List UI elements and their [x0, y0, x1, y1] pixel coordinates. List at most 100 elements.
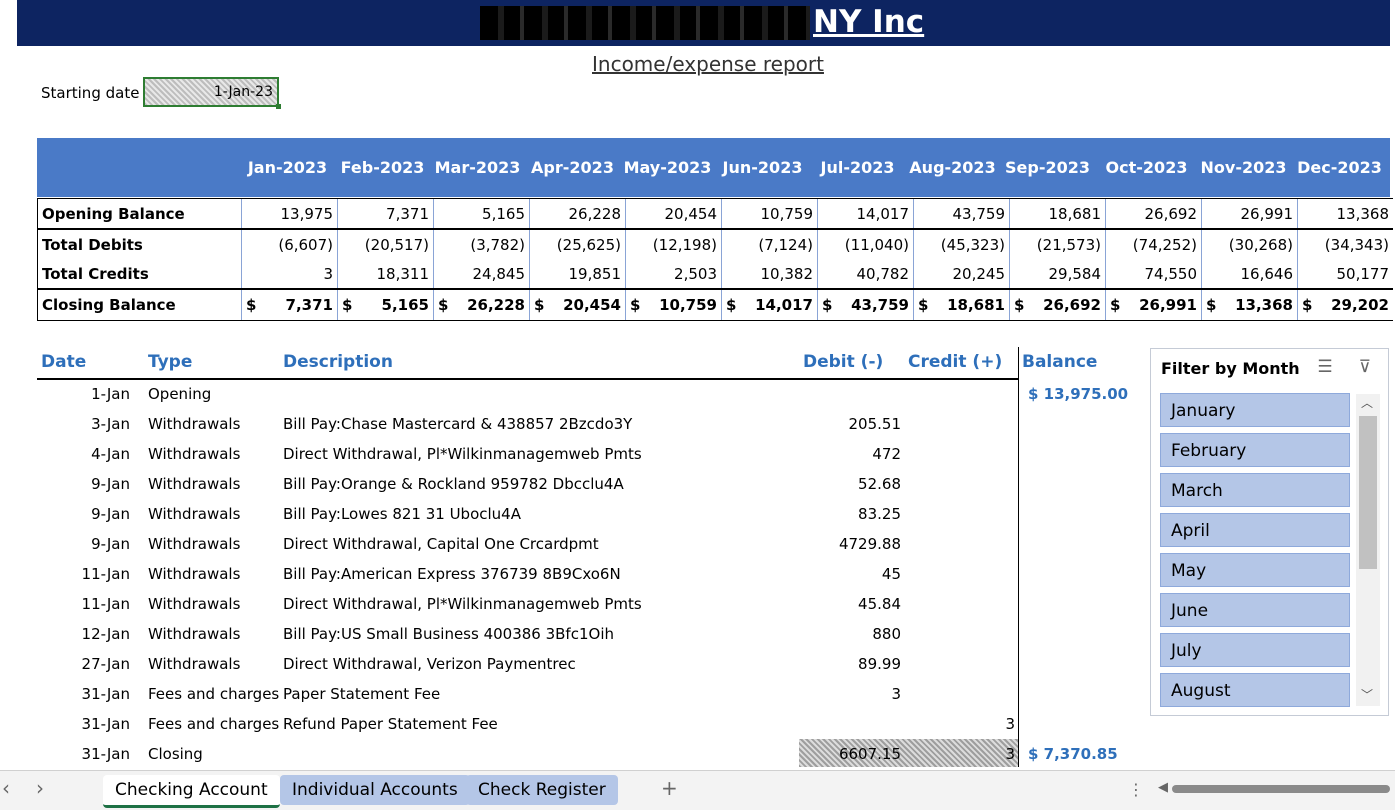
summary-cell[interactable]: 10,382 [721, 259, 818, 289]
summary-cell[interactable]: (3,782) [433, 229, 530, 259]
summary-cell[interactable]: (25,625) [529, 229, 626, 259]
debit-cell[interactable]: 4729.88 [838, 535, 901, 553]
summary-cell[interactable]: (45,323) [913, 229, 1010, 259]
debit-cell[interactable]: 205.51 [848, 415, 902, 433]
balance-cell[interactable]: $ 13,975.00 [1028, 385, 1129, 403]
summary-cell[interactable]: 50,177 [1297, 259, 1393, 289]
add-sheet-button[interactable]: + [661, 776, 678, 800]
selected-cell-range[interactable] [799, 739, 1018, 767]
summary-cell[interactable]: 26,692 [1105, 198, 1202, 230]
date-cell[interactable]: 31-Jan [81, 715, 130, 733]
summary-cell[interactable]: 18,681 [1009, 198, 1106, 230]
summary-cell[interactable]: 5,165 [433, 198, 530, 230]
description-cell[interactable]: Bill Pay:Lowes 821 31 Uboclu4A [283, 505, 521, 523]
debit-cell[interactable]: 880 [872, 625, 901, 643]
slicer-item-august[interactable]: August [1160, 673, 1350, 707]
summary-cell[interactable]: 13,975 [241, 198, 338, 230]
date-cell[interactable]: 31-Jan [81, 685, 130, 703]
summary-cell[interactable]: 7,371 [337, 198, 434, 230]
debit-cell[interactable]: 472 [872, 445, 901, 463]
description-cell[interactable]: Bill Pay:US Small Business 400386 3Bfc1O… [283, 625, 614, 643]
hscroll-left-icon[interactable]: ◀ [1158, 780, 1168, 795]
type-cell[interactable]: Opening [148, 385, 212, 403]
debit-cell[interactable]: 45 [881, 565, 901, 583]
tab-individual-accounts[interactable]: Individual Accounts [280, 775, 470, 805]
debit-cell[interactable]: 3 [891, 685, 901, 703]
credit-cell[interactable]: 3 [1005, 745, 1015, 763]
description-cell[interactable]: Direct Withdrawal, Verizon Paymentrec [283, 655, 576, 673]
type-cell[interactable]: Withdrawals [148, 505, 241, 523]
scroll-tabs-right-icon[interactable]: › [36, 776, 44, 800]
summary-cell[interactable]: 26,228 [529, 198, 626, 230]
type-cell[interactable]: Fees and charges [148, 715, 280, 733]
multi-select-icon[interactable]: ☰ [1317, 357, 1333, 377]
balance-cell[interactable]: $ 7,370.85 [1028, 745, 1118, 763]
slicer-item-may[interactable]: May [1160, 553, 1350, 587]
summary-cell[interactable]: $29,202 [1297, 288, 1393, 321]
starting-date-cell[interactable]: 1-Jan-23 [143, 77, 281, 109]
debit-cell[interactable]: 52.68 [858, 475, 901, 493]
type-cell[interactable]: Withdrawals [148, 535, 241, 553]
summary-cell[interactable]: 13,368 [1297, 198, 1393, 230]
type-cell[interactable]: Withdrawals [148, 445, 241, 463]
summary-cell[interactable]: $26,228 [433, 288, 530, 321]
date-cell[interactable]: 9-Jan [91, 535, 130, 553]
date-cell[interactable]: 12-Jan [81, 625, 130, 643]
debit-cell[interactable]: 89.99 [858, 655, 901, 673]
description-cell[interactable]: Refund Paper Statement Fee [283, 715, 498, 733]
debit-cell[interactable]: 45.84 [858, 595, 901, 613]
summary-cell[interactable]: 40,782 [817, 259, 914, 289]
scroll-tabs-left-icon[interactable]: ‹ [2, 776, 10, 800]
type-cell[interactable]: Withdrawals [148, 565, 241, 583]
type-cell[interactable]: Withdrawals [148, 625, 241, 643]
slicer-item-june[interactable]: June [1160, 593, 1350, 627]
date-cell[interactable]: 9-Jan [91, 475, 130, 493]
type-cell[interactable]: Withdrawals [148, 415, 241, 433]
summary-cell[interactable]: 2,503 [625, 259, 722, 289]
summary-cell[interactable]: $14,017 [721, 288, 818, 321]
summary-cell[interactable]: $10,759 [625, 288, 722, 321]
summary-cell[interactable]: $26,692 [1009, 288, 1106, 321]
type-cell[interactable]: Closing [148, 745, 203, 763]
slicer-item-april[interactable]: April [1160, 513, 1350, 547]
summary-cell[interactable]: (7,124) [721, 229, 818, 259]
summary-cell[interactable]: (74,252) [1105, 229, 1202, 259]
date-cell[interactable]: 27-Jan [81, 655, 130, 673]
scroll-down-icon[interactable]: ﹀ [1361, 688, 1374, 702]
slicer-item-february[interactable]: February [1160, 433, 1350, 467]
summary-cell[interactable]: 14,017 [817, 198, 914, 230]
horizontal-scrollbar-thumb[interactable] [1172, 785, 1390, 793]
description-cell[interactable]: Direct Withdrawal, Capital One Crcardpmt [283, 535, 599, 553]
type-cell[interactable]: Withdrawals [148, 475, 241, 493]
description-cell[interactable]: Direct Withdrawal, Pl*Wilkinmanagemweb P… [283, 445, 642, 463]
description-cell[interactable]: Bill Pay:Chase Mastercard & 438857 2Bzcd… [283, 415, 633, 433]
date-cell[interactable]: 1-Jan [91, 385, 130, 403]
summary-cell[interactable]: 29,584 [1009, 259, 1106, 289]
slicer-item-march[interactable]: March [1160, 473, 1350, 507]
summary-cell[interactable]: 43,759 [913, 198, 1010, 230]
summary-cell[interactable]: $7,371 [241, 288, 338, 321]
summary-cell[interactable]: 20,454 [625, 198, 722, 230]
description-cell[interactable]: Bill Pay:Orange & Rockland 959782 Dbcclu… [283, 475, 624, 493]
summary-cell[interactable]: 10,759 [721, 198, 818, 230]
summary-cell[interactable]: (20,517) [337, 229, 434, 259]
summary-cell[interactable]: $43,759 [817, 288, 914, 321]
summary-cell[interactable]: (6,607) [241, 229, 338, 259]
summary-cell[interactable]: $13,368 [1201, 288, 1298, 321]
summary-cell[interactable]: 3 [241, 259, 338, 289]
clear-filter-icon[interactable]: ⊽ [1358, 357, 1372, 377]
date-cell[interactable]: 11-Jan [81, 565, 130, 583]
slicer-item-january[interactable]: January [1160, 393, 1350, 427]
summary-cell[interactable]: (11,040) [817, 229, 914, 259]
summary-cell[interactable]: 16,646 [1201, 259, 1298, 289]
date-cell[interactable]: 4-Jan [91, 445, 130, 463]
summary-cell[interactable]: 26,991 [1201, 198, 1298, 230]
date-cell[interactable]: 9-Jan [91, 505, 130, 523]
debit-cell[interactable]: 83.25 [858, 505, 901, 523]
summary-cell[interactable]: 18,311 [337, 259, 434, 289]
description-cell[interactable]: Paper Statement Fee [283, 685, 441, 703]
summary-cell[interactable]: 24,845 [433, 259, 530, 289]
summary-cell[interactable]: 19,851 [529, 259, 626, 289]
summary-cell[interactable]: 74,550 [1105, 259, 1202, 289]
summary-cell[interactable]: (30,268) [1201, 229, 1298, 259]
